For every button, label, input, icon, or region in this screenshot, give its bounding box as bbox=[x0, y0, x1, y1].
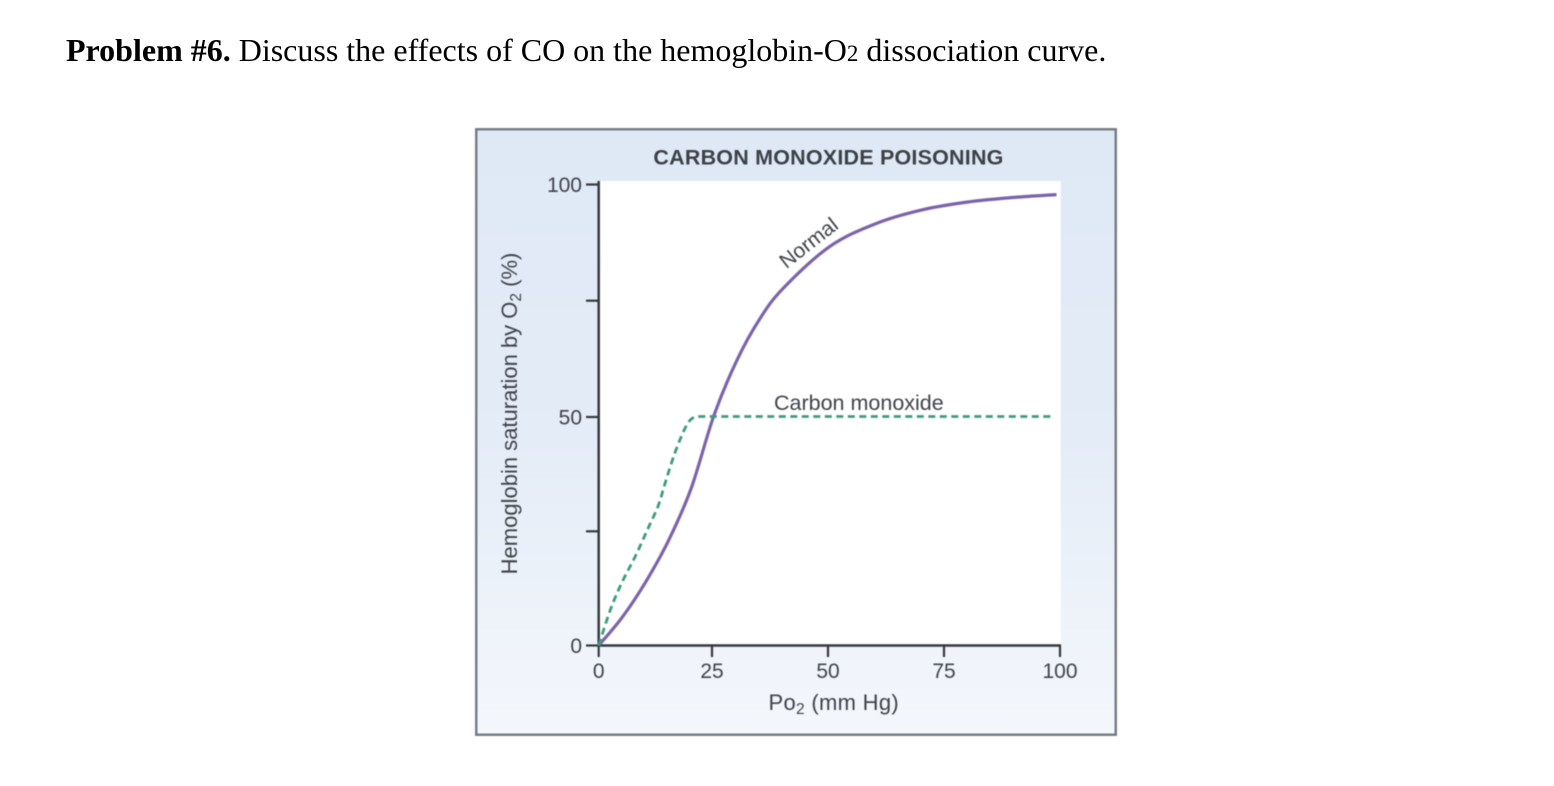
svg-text:75: 75 bbox=[932, 660, 955, 683]
svg-text:Carbon monoxide: Carbon monoxide bbox=[774, 391, 944, 415]
svg-text:0: 0 bbox=[570, 635, 582, 658]
svg-text:Po2 (mm Hg): Po2 (mm Hg) bbox=[769, 690, 900, 718]
svg-text:0: 0 bbox=[593, 660, 605, 683]
svg-text:Hemoglobin saturation by O2 (%: Hemoglobin saturation by O2 (%) bbox=[497, 253, 525, 575]
svg-text:50: 50 bbox=[816, 660, 839, 683]
svg-text:25: 25 bbox=[700, 660, 723, 683]
svg-text:100: 100 bbox=[547, 174, 582, 197]
svg-text:CARBON MONOXIDE POISONING: CARBON MONOXIDE POISONING bbox=[653, 146, 1003, 170]
svg-text:100: 100 bbox=[1042, 660, 1077, 683]
svg-text:50: 50 bbox=[559, 407, 582, 430]
